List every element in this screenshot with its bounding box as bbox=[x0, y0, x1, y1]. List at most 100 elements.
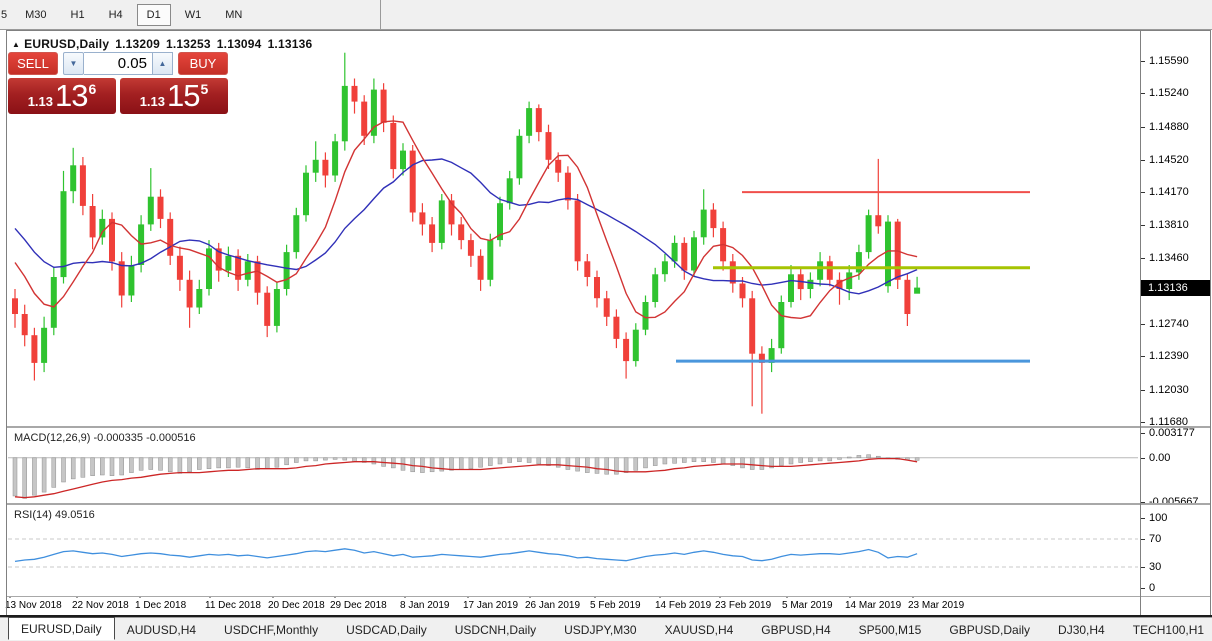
price-axis-label-tick bbox=[1141, 159, 1145, 161]
chart-tab-tech100[interactable]: TECH100,H1 bbox=[1132, 622, 1205, 637]
volume-input[interactable] bbox=[84, 52, 152, 75]
macd-pane-separator[interactable] bbox=[6, 426, 1211, 428]
price-axis-label: 1.14880 bbox=[1149, 120, 1189, 133]
buy-price-point: 5 bbox=[200, 81, 209, 97]
ohlc-high: 1.13253 bbox=[166, 37, 211, 51]
price-axis-label-tick bbox=[1141, 192, 1145, 194]
rsi-axis-label: 100 bbox=[1149, 512, 1168, 524]
chart-tab-usdcnh[interactable]: USDCNH,Daily bbox=[454, 622, 537, 637]
sell-price-point: 6 bbox=[88, 81, 97, 97]
rsi-axis-label-tick bbox=[1141, 518, 1145, 519]
volume-stepper: ▼ ▲ bbox=[63, 52, 173, 75]
price-axis-label-tick bbox=[1141, 126, 1145, 128]
date-label: 26 Jan 2019 bbox=[525, 600, 581, 611]
buy-button[interactable]: BUY bbox=[178, 52, 228, 75]
timeframe-5[interactable]: 5 bbox=[1, 8, 8, 21]
macd-axis-label: 0.003177 bbox=[1149, 427, 1195, 439]
date-label: 5 Feb 2019 bbox=[590, 600, 641, 611]
sell-price-tile[interactable]: 1.13 13 6 bbox=[8, 78, 116, 114]
date-axis: 13 Nov 2018 22 Nov 2018 1 Dec 2018 11 Dec 2… bbox=[0, 598, 1140, 615]
rsi-axis-label: 70 bbox=[1149, 533, 1162, 545]
macd-axis-label: 0.00 bbox=[1149, 451, 1171, 464]
rsi-axis-label-tick bbox=[1141, 539, 1145, 540]
date-label: 13 Nov 2018 bbox=[5, 600, 62, 611]
rsi-pane-separator[interactable] bbox=[6, 503, 1211, 505]
current-price-label: 1.13136 bbox=[1141, 279, 1211, 296]
date-label: 11 Dec 2018 bbox=[205, 600, 261, 611]
rsi-axis-label: 30 bbox=[1149, 561, 1162, 573]
date-label: 17 Jan 2019 bbox=[463, 600, 519, 611]
price-axis-label-tick bbox=[1141, 225, 1145, 227]
one-click-trading-panel: SELL ▼ ▲ BUY 1.13 13 6 1.13 15 5 bbox=[8, 52, 228, 114]
collapse-triangle-icon[interactable]: ▲ bbox=[12, 40, 21, 49]
buy-price-base: 1.13 bbox=[139, 93, 166, 109]
chart-tab-dj30[interactable]: DJ30,H4 bbox=[1058, 622, 1105, 637]
buy-price-pips: 15 bbox=[167, 78, 200, 113]
price-axis-label-tick bbox=[1141, 389, 1145, 391]
date-label: 23 Feb 2019 bbox=[715, 600, 772, 611]
timeframe-mn[interactable]: MN bbox=[225, 8, 243, 21]
date-label: 14 Mar 2019 bbox=[845, 600, 902, 611]
date-label: 20 Dec 2018 bbox=[268, 600, 325, 611]
buy-price-tile[interactable]: 1.13 15 5 bbox=[120, 78, 228, 114]
macd-axis-label-tick bbox=[1141, 457, 1145, 459]
price-chart[interactable] bbox=[0, 0, 1140, 616]
rsi-axis-label-tick bbox=[1141, 567, 1145, 568]
chart-title: ▲ EURUSD,Daily 1.13209 1.13253 1.13094 1.1313… bbox=[12, 37, 312, 51]
timeframe-h4[interactable]: H4 bbox=[108, 8, 123, 21]
ohlc-low: 1.13094 bbox=[216, 37, 262, 51]
timeframe-w1[interactable]: W1 bbox=[184, 8, 202, 21]
date-label: 22 Nov 2018 bbox=[72, 600, 129, 611]
timeframe-d1[interactable]: D1 bbox=[136, 3, 171, 26]
ohlc-open: 1.13209 bbox=[115, 37, 160, 51]
chart-tab-sp500[interactable]: SP500,M15 bbox=[858, 622, 922, 637]
timeframe-h1[interactable]: H1 bbox=[70, 8, 85, 21]
rsi-axis-label: 0 bbox=[1149, 582, 1156, 594]
sell-price-pips: 13 bbox=[55, 78, 88, 113]
price-axis-label-tick bbox=[1141, 257, 1145, 259]
price-axis-label-tick bbox=[1141, 61, 1145, 62]
chart-tab-gbpusd[interactable]: GBPUSD,H4 bbox=[761, 622, 831, 637]
chart-tab-xauusd[interactable]: XAUUSD,H4 bbox=[664, 622, 734, 637]
price-axis-label-tick bbox=[1141, 356, 1145, 358]
price-axis-label: 1.12030 bbox=[1149, 383, 1189, 396]
chart-tab-gbpusd[interactable]: GBPUSD,Daily bbox=[949, 622, 1031, 637]
chart-tab-usdjpy[interactable]: USDJPY,M30 bbox=[564, 622, 637, 637]
chart-tab-usdchf[interactable]: USDCHF,Monthly bbox=[224, 622, 319, 637]
price-axis-label: 1.12390 bbox=[1149, 350, 1189, 363]
chart-tab-audusd[interactable]: AUDUSD,H4 bbox=[126, 622, 197, 637]
chart-symbol: EURUSD,Daily bbox=[24, 37, 110, 51]
timeframe-m30[interactable]: M30 bbox=[25, 8, 47, 21]
rsi-indicator-label: RSI(14) 49.0516 bbox=[14, 509, 95, 521]
date-label: 1 Dec 2018 bbox=[135, 600, 187, 611]
macd-axis-label-tick bbox=[1141, 501, 1145, 503]
date-axis-separator bbox=[6, 596, 1211, 597]
axis-separator-line bbox=[1140, 30, 1141, 617]
date-label: 23 Mar 2019 bbox=[908, 600, 965, 611]
sell-button[interactable]: SELL bbox=[8, 52, 58, 75]
price-axis-label-tick bbox=[1141, 93, 1145, 95]
ohlc-close: 1.13136 bbox=[267, 37, 313, 51]
price-axis: 1.15590 1.15240 1.14880 1.14520 1.14170 1.138… bbox=[1141, 30, 1211, 617]
macd-axis-label: -0.005667 bbox=[1149, 495, 1199, 508]
chart-tab-eurusd[interactable]: EURUSD,Daily bbox=[8, 617, 115, 640]
timeframe-toolbar: 5 M30 H1 H4 D1 W1 MN bbox=[0, 0, 1212, 30]
sell-price-base: 1.13 bbox=[27, 93, 54, 109]
price-axis-label: 1.14170 bbox=[1149, 186, 1189, 199]
price-axis-label: 1.15590 bbox=[1149, 55, 1189, 67]
date-label: 29 Dec 2018 bbox=[330, 600, 387, 611]
price-axis-label: 1.15240 bbox=[1149, 87, 1189, 100]
volume-decrease-button[interactable]: ▼ bbox=[63, 52, 84, 75]
price-axis-label: 1.12740 bbox=[1149, 318, 1189, 331]
macd-indicator-label: MACD(12,26,9) -0.000335 -0.000516 bbox=[14, 432, 196, 444]
price-axis-label: 1.13810 bbox=[1149, 219, 1189, 232]
date-label: 8 Jan 2019 bbox=[400, 600, 450, 611]
rsi-axis-label-tick bbox=[1141, 588, 1145, 589]
macd-axis-label-tick bbox=[1141, 433, 1145, 434]
price-axis-label-tick bbox=[1141, 421, 1145, 423]
price-axis-label: 1.11680 bbox=[1149, 415, 1188, 428]
chart-tab-usdcad[interactable]: USDCAD,Daily bbox=[346, 622, 427, 637]
volume-increase-button[interactable]: ▲ bbox=[152, 52, 173, 75]
timeframe-button-group: 5 M30 H1 H4 D1 W1 MN bbox=[0, 0, 381, 29]
